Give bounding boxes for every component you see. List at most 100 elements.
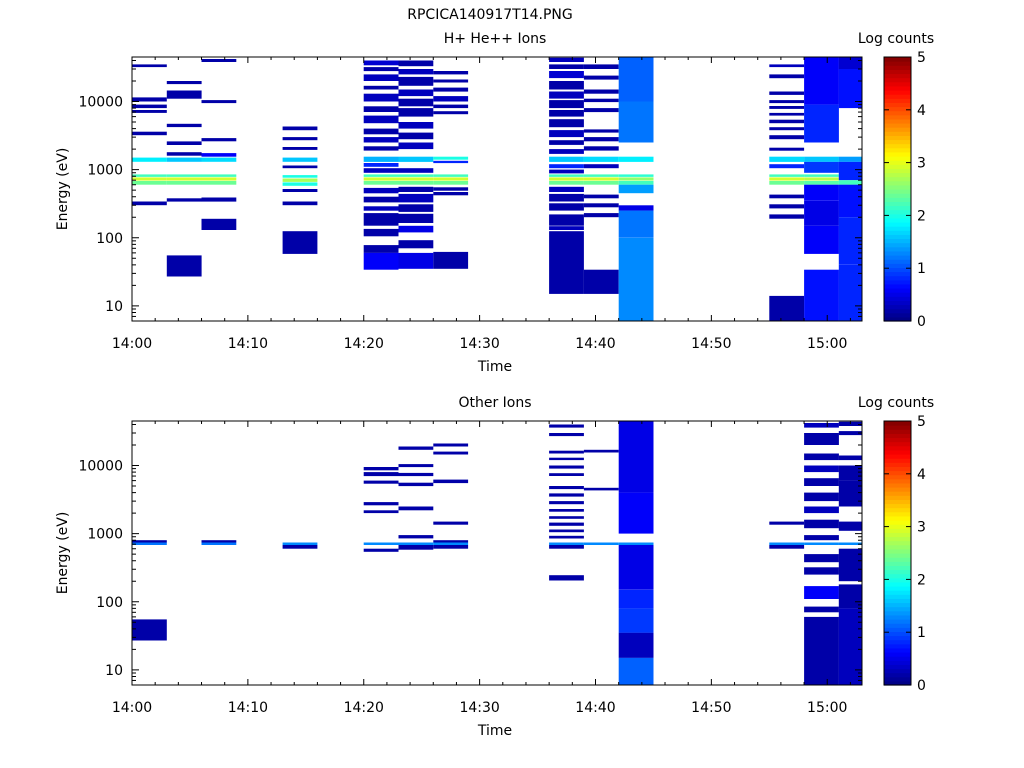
heatmap-cell [398,464,434,468]
heatmap-cell [433,443,469,447]
heatmap-cell [166,255,202,277]
heatmap-cell [549,57,584,62]
colorbar-band [884,495,911,500]
heatmap-cell [838,184,862,218]
heatmap-cell [132,542,167,545]
colorbar-band [884,217,911,223]
heatmap-cell [804,174,839,177]
heatmap-cell [549,501,584,505]
heatmap-cell [804,453,839,461]
colorbar-band [884,631,911,637]
colorbar-band [884,118,911,124]
heatmap-cell [363,128,399,135]
colorbar-band [884,544,911,550]
heatmap-cell [769,164,805,169]
heatmap-cell [838,156,862,162]
heatmap-cell [549,177,584,181]
colorbar-band [884,226,911,231]
colorbar-frame [883,56,912,322]
colorbar-band [884,627,911,632]
colorbar-band [884,445,911,451]
heatmap-cell [769,64,805,68]
colorbar-band [884,470,911,476]
heatmap-cell [549,473,584,476]
colorbar-band [884,664,911,670]
heatmap-cell [838,548,862,582]
heatmap-cell [363,106,399,112]
heatmap-cell [433,104,469,109]
colorbar-band [884,573,911,579]
heatmap-cell [804,606,839,613]
colorbar-band [884,81,911,87]
colorbar-band [884,499,911,505]
heatmap-cell [433,192,469,196]
x-tick-label: 14:30 [459,336,499,352]
heatmap-cell [549,450,584,454]
heatmap-cell [583,194,619,199]
panel-h-he-colorbar-label: Log counts [858,31,934,47]
x-tick-label: 14:40 [575,336,615,352]
y-tick-label: 10 [105,663,123,679]
heatmap-cell [618,156,654,162]
heatmap-cell [804,104,839,143]
heatmap-cell [769,177,805,181]
colorbar-band [884,139,911,145]
colorbar-band [884,213,911,219]
heatmap-cell [549,535,584,539]
colorbar-band [884,454,911,459]
heatmap-cell [549,193,584,202]
heatmap-cell [282,189,318,192]
heatmap-cell [838,480,862,507]
heatmap-cell [398,76,434,86]
heatmap-cell [433,177,469,181]
panel-h-he-colorbar: 0 1 2 3 4 5 [883,50,926,330]
colorbar-band [884,540,911,546]
heatmap-cell [398,542,434,545]
colorbar-band [884,437,911,443]
heatmap-cell [549,169,584,174]
heatmap-cell [549,140,584,145]
heatmap-cell [804,506,839,514]
heatmap-cell [583,542,619,545]
colorbar-band [884,507,911,513]
colorbar-band [884,209,911,215]
panel-h-he-heatmap [132,57,862,321]
colorbar-band [884,466,911,472]
heatmap-cell [132,131,167,136]
heatmap-cell [132,97,167,102]
colorbar-band [884,85,911,91]
colorbar-band [884,656,911,661]
colorbar-band [884,312,911,318]
heatmap-cell [433,540,469,543]
heatmap-cell [433,181,469,185]
colorbar-band [884,271,911,277]
heatmap-cell [433,187,469,191]
heatmap-cell [769,174,805,177]
colorbar-band [884,569,911,575]
heatmap-cell [363,137,399,143]
heatmap-cell [549,174,584,177]
heatmap-cell [132,104,167,109]
heatmap-cell [549,457,584,461]
heatmap-cell [398,186,434,192]
heatmap-cell [549,130,584,138]
colorbar-band [884,511,911,517]
colorbar-band [884,263,911,268]
colorbar-band [884,94,911,99]
heatmap-cell [166,152,202,156]
heatmap-cell [363,177,399,181]
colorbar-band [884,205,911,211]
heatmap-cell [549,64,584,69]
heatmap-cell [769,156,805,162]
heatmap-cell [132,177,167,181]
heatmap-cell [769,295,805,321]
heatmap-cell [549,516,584,519]
panel-h-he-x-axis-label: Time [477,359,512,375]
heatmap-cell [549,81,584,90]
colorbar-band [884,425,911,430]
colorbar-tick-label: 3 [917,156,926,172]
heatmap-cell [618,181,654,185]
colorbar-band [884,65,911,70]
colorbar-tick-label: 5 [917,50,926,66]
colorbar-band [884,238,911,244]
